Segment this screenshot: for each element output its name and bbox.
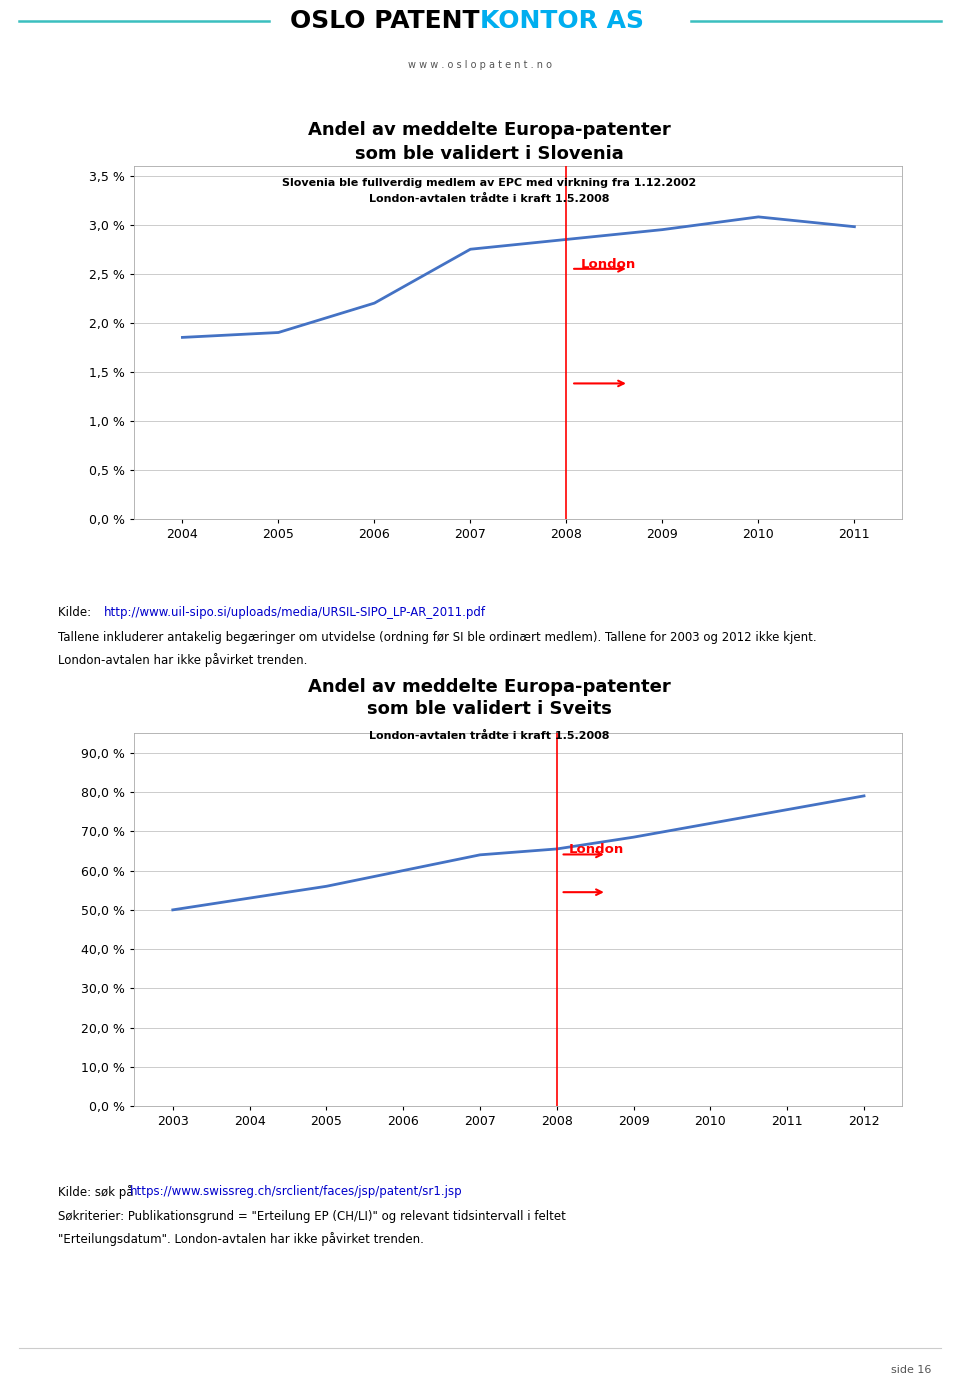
Text: side 16: side 16 [891,1365,931,1375]
Text: som ble validert i Sveits: som ble validert i Sveits [367,700,612,719]
Text: http://www.uil-sipo.si/uploads/media/URSIL-SIPO_LP-AR_2011.pdf: http://www.uil-sipo.si/uploads/media/URS… [104,606,486,618]
Text: Tallene inkluderer antakelig begæringer om utvidelse (ordning før SI ble ordinær: Tallene inkluderer antakelig begæringer … [58,631,816,643]
Text: w w w . o s l o p a t e n t . n o: w w w . o s l o p a t e n t . n o [408,59,552,69]
Text: London-avtalen har ikke påvirket trenden.: London-avtalen har ikke påvirket trenden… [58,653,307,667]
Text: Slovenia ble fullverdig medlem av EPC med virkning fra 1.12.2002: Slovenia ble fullverdig medlem av EPC me… [282,177,697,188]
Text: Andel av meddelte Europa-patenter: Andel av meddelte Europa-patenter [308,678,671,697]
Text: London: London [581,257,636,271]
Text: som ble validert i Slovenia: som ble validert i Slovenia [355,144,624,163]
Text: Andel av meddelte Europa-patenter: Andel av meddelte Europa-patenter [308,120,671,140]
Text: KONTOR AS: KONTOR AS [480,10,644,33]
Text: Kilde: søk på: Kilde: søk på [58,1185,137,1199]
Text: Søkriterier: Publikationsgrund = "Erteilung EP (CH/LI)" og relevant tidsinterval: Søkriterier: Publikationsgrund = "Erteil… [58,1210,565,1223]
Text: "Erteilungsdatum". London-avtalen har ikke påvirket trenden.: "Erteilungsdatum". London-avtalen har ik… [58,1232,423,1246]
Text: London-avtalen trådte i kraft 1.5.2008: London-avtalen trådte i kraft 1.5.2008 [370,730,610,741]
Text: London-avtalen trådte i kraft 1.5.2008: London-avtalen trådte i kraft 1.5.2008 [370,194,610,205]
Text: London: London [568,842,624,856]
Text: OSLO PATENT: OSLO PATENT [291,10,480,33]
Text: Kilde:: Kilde: [58,606,94,618]
Text: https://www.swissreg.ch/srclient/faces/jsp/patent/sr1.jsp: https://www.swissreg.ch/srclient/faces/j… [130,1185,462,1198]
